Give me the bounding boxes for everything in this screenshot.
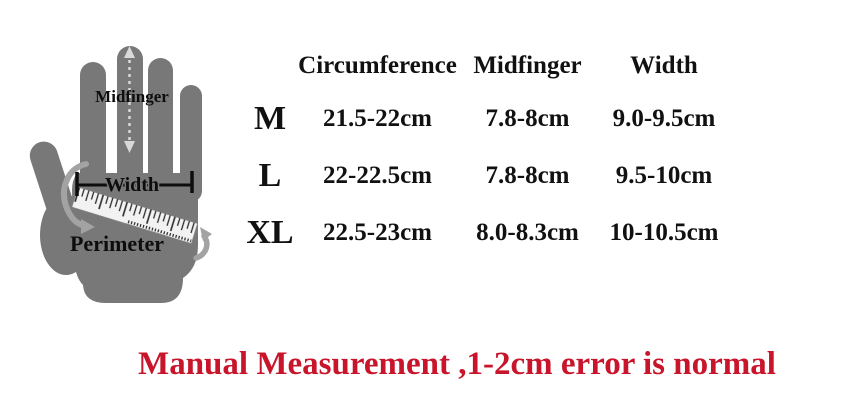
l-width-value: 9.5-10cm — [615, 161, 713, 189]
width-label: Width — [105, 174, 159, 196]
header-midfinger: Midfinger — [473, 52, 582, 79]
perimeter-arrow-left-head — [81, 219, 95, 234]
header-width: Width — [630, 52, 698, 79]
size-l-label: L — [258, 156, 282, 194]
header-circumference: Circumference — [298, 52, 457, 79]
pinky-finger-shape — [180, 85, 202, 202]
ring-finger-shape — [148, 58, 173, 200]
measurement-note: Manual Measurement ,1-2cm error is norma… — [138, 346, 776, 382]
xl-circumference-value: 22.5-23cm — [323, 218, 432, 246]
xl-width-value: 10-10.5cm — [609, 218, 719, 246]
midfinger-label: Midfinger — [95, 87, 169, 106]
measuring-tape-icon — [71, 186, 199, 245]
perimeter-label: Perimeter — [70, 231, 164, 256]
xl-midfinger-value: 8.0-8.3cm — [476, 218, 579, 246]
m-circumference-value: 21.5-22cm — [323, 104, 432, 132]
size-m-label: M — [253, 99, 287, 137]
perimeter-arrow-right-head — [200, 227, 212, 241]
size-table: Circumference Midfinger Width M 21.5-22c… — [240, 42, 728, 261]
width-measure-line — [75, 171, 194, 196]
m-width-value: 9.0-9.5cm — [612, 104, 716, 132]
index-finger-shape — [80, 62, 106, 192]
hand-measurement-illustration: Midfinger Width Perimeter — [29, 46, 212, 303]
size-xl-label: XL — [246, 213, 294, 251]
l-circumference-value: 22-22.5cm — [323, 161, 432, 189]
perimeter-arrow-left-icon — [61, 161, 89, 228]
m-midfinger-value: 7.8-8cm — [485, 104, 570, 132]
midfinger-length-arrow-icon — [124, 46, 135, 153]
header-size-spacer — [240, 42, 300, 90]
l-midfinger-value: 7.8-8cm — [485, 161, 570, 189]
